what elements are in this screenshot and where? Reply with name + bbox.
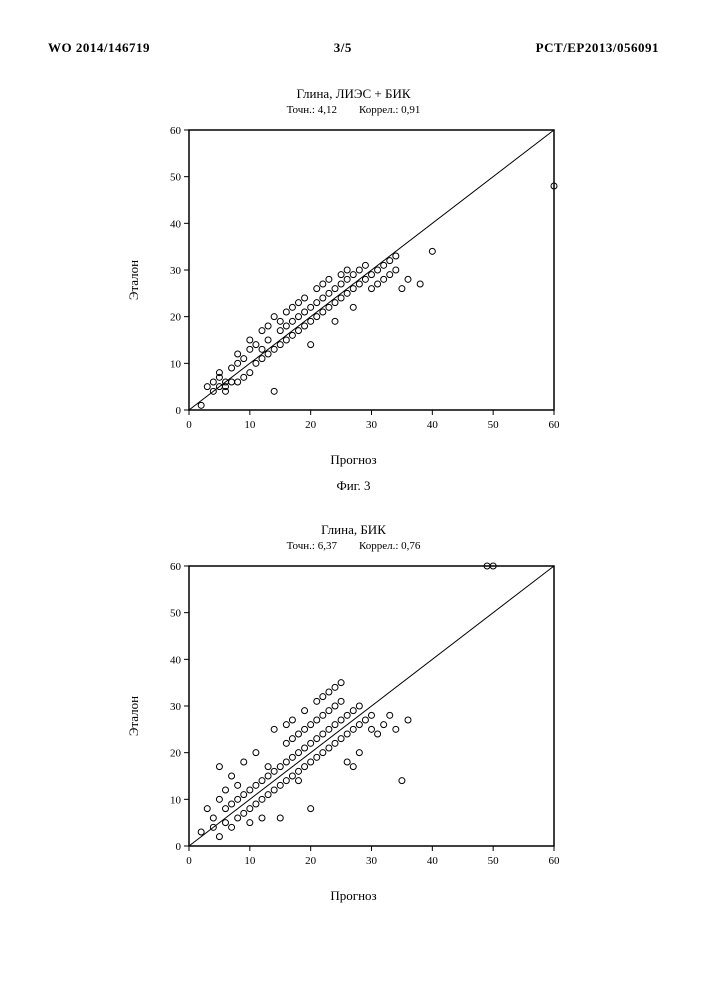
svg-text:0: 0	[175, 841, 181, 853]
svg-text:50: 50	[487, 419, 499, 431]
chart2-corr-value: 0,76	[401, 540, 420, 552]
header-left: WO 2014/146719	[48, 40, 150, 56]
chart1-subtitle: Точн.: 4,12 Коррел.: 0,91	[287, 104, 421, 116]
header-right: PCT/EP2013/056091	[536, 40, 659, 56]
chart1-corr-label: Коррел.:	[359, 104, 398, 116]
chart1-block: Глина, ЛИЭС + БИК Точн.: 4,12 Коррел.: 0…	[48, 86, 659, 494]
chart2-acc-value: 6,37	[318, 540, 337, 552]
svg-text:40: 40	[426, 855, 438, 867]
page-header: WO 2014/146719 3/5 PCT/EP2013/056091	[48, 40, 659, 56]
svg-text:40: 40	[170, 218, 182, 230]
chart2-xlabel: Прогноз	[330, 888, 376, 904]
svg-text:20: 20	[170, 312, 182, 324]
chart1-xlabel: Прогноз	[330, 452, 376, 468]
page: WO 2014/146719 3/5 PCT/EP2013/056091 Гли…	[0, 0, 707, 1000]
svg-text:0: 0	[175, 405, 181, 417]
svg-text:40: 40	[170, 654, 182, 666]
svg-text:60: 60	[170, 561, 182, 573]
svg-text:20: 20	[305, 419, 317, 431]
svg-text:30: 30	[366, 419, 378, 431]
header-center: 3/5	[334, 40, 352, 56]
chart2-ylabel: Эталон	[126, 696, 142, 736]
chart1-corr-value: 0,91	[401, 104, 420, 116]
svg-text:40: 40	[426, 419, 438, 431]
chart1-ylabel: Эталон	[126, 260, 142, 300]
svg-text:10: 10	[170, 794, 182, 806]
chart2-wrap: Эталон 01020304050600102030405060 Прогно…	[144, 556, 564, 876]
chart2-acc-label: Точн.:	[287, 540, 315, 552]
svg-text:20: 20	[170, 748, 182, 760]
svg-text:30: 30	[366, 855, 378, 867]
svg-text:10: 10	[170, 358, 182, 370]
chart1-acc-label: Точн.:	[287, 104, 315, 116]
chart1-title: Глина, ЛИЭС + БИК	[296, 86, 410, 102]
chart2-subtitle: Точн.: 6,37 Коррел.: 0,76	[287, 540, 421, 552]
svg-text:0: 0	[186, 855, 192, 867]
svg-text:50: 50	[487, 855, 499, 867]
svg-text:30: 30	[170, 701, 182, 713]
svg-text:50: 50	[170, 608, 182, 620]
svg-text:30: 30	[170, 265, 182, 277]
fig1-caption: Фиг. 3	[336, 478, 370, 494]
chart1-svg: 0 10 20 30 40 50 60 0 10 20 30 40 50 60	[144, 120, 564, 440]
svg-text:0: 0	[186, 419, 192, 431]
svg-text:60: 60	[548, 419, 560, 431]
chart2-title: Глина, БИК	[321, 522, 386, 538]
chart2-block: Глина, БИК Точн.: 6,37 Коррел.: 0,76 Эта…	[48, 522, 659, 876]
svg-text:60: 60	[170, 125, 182, 137]
svg-text:50: 50	[170, 172, 182, 184]
chart2-corr-label: Коррел.:	[359, 540, 398, 552]
svg-text:60: 60	[548, 855, 560, 867]
svg-text:10: 10	[244, 855, 256, 867]
chart1-wrap: Эталон 01020304050600102030405060 Прогно…	[144, 120, 564, 440]
chart1-acc-value: 4,12	[318, 104, 337, 116]
chart2-svg: 0 10 20 30 40 50 60 0 10 20 30 40 50 60	[144, 556, 564, 876]
svg-text:10: 10	[244, 419, 256, 431]
svg-text:20: 20	[305, 855, 317, 867]
